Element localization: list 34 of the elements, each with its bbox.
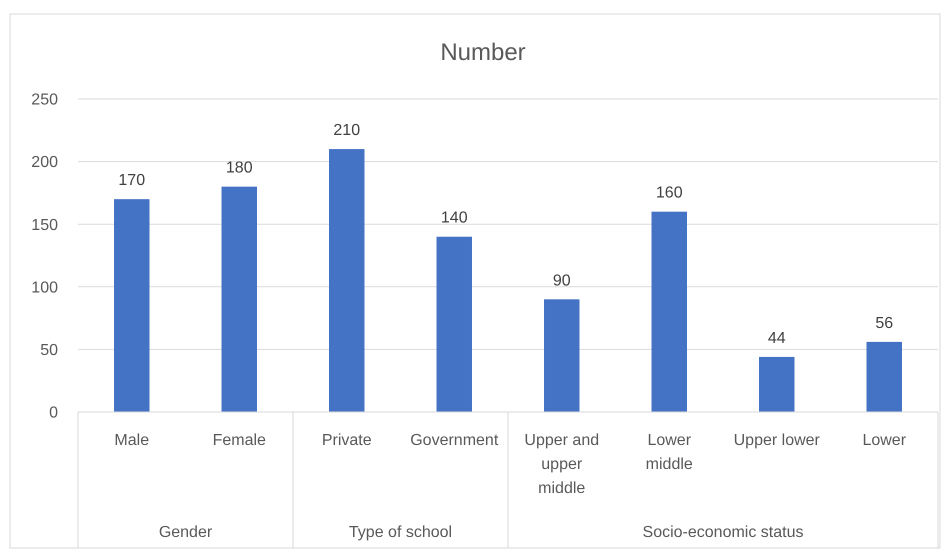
bar — [222, 186, 257, 412]
bar — [114, 199, 150, 412]
data-label: 90 — [552, 272, 571, 290]
y-tick-label: 100 — [31, 279, 58, 296]
data-label: 180 — [226, 160, 253, 177]
bar — [866, 342, 902, 412]
y-tick-label: 150 — [31, 216, 58, 234]
text: Socio-economic status — [642, 524, 804, 541]
text: Gender — [158, 524, 213, 541]
y-tick-label: 200 — [31, 154, 58, 172]
text: Type of school — [348, 524, 452, 541]
data-label: 56 — [875, 314, 894, 332]
bar — [544, 299, 580, 412]
bar — [759, 356, 794, 412]
x-tick-label: Male — [114, 432, 150, 449]
data-label: 44 — [768, 330, 786, 347]
chart-title: Number — [440, 39, 526, 66]
data-label: 160 — [656, 184, 683, 202]
bar — [436, 236, 472, 412]
x-tick-label: Upper and upper middle — [524, 432, 600, 497]
x-tick-label: Female — [212, 432, 266, 449]
x-tick-label: Government — [410, 432, 499, 449]
bar — [652, 212, 687, 412]
y-tick-label: 50 — [40, 342, 58, 359]
y-tick-label: 0 — [49, 404, 58, 422]
data-label: 140 — [440, 210, 468, 227]
x-tick-label: Upper lower — [734, 432, 821, 449]
x-tick-label: Lower middle — [646, 432, 693, 473]
y-tick-label: 250 — [31, 92, 58, 109]
bar — [329, 149, 364, 412]
data-label: 210 — [333, 122, 360, 140]
x-tick-label: Lower — [862, 432, 907, 449]
data-label: 170 — [118, 172, 146, 190]
x-tick-label: Private — [322, 432, 372, 449]
